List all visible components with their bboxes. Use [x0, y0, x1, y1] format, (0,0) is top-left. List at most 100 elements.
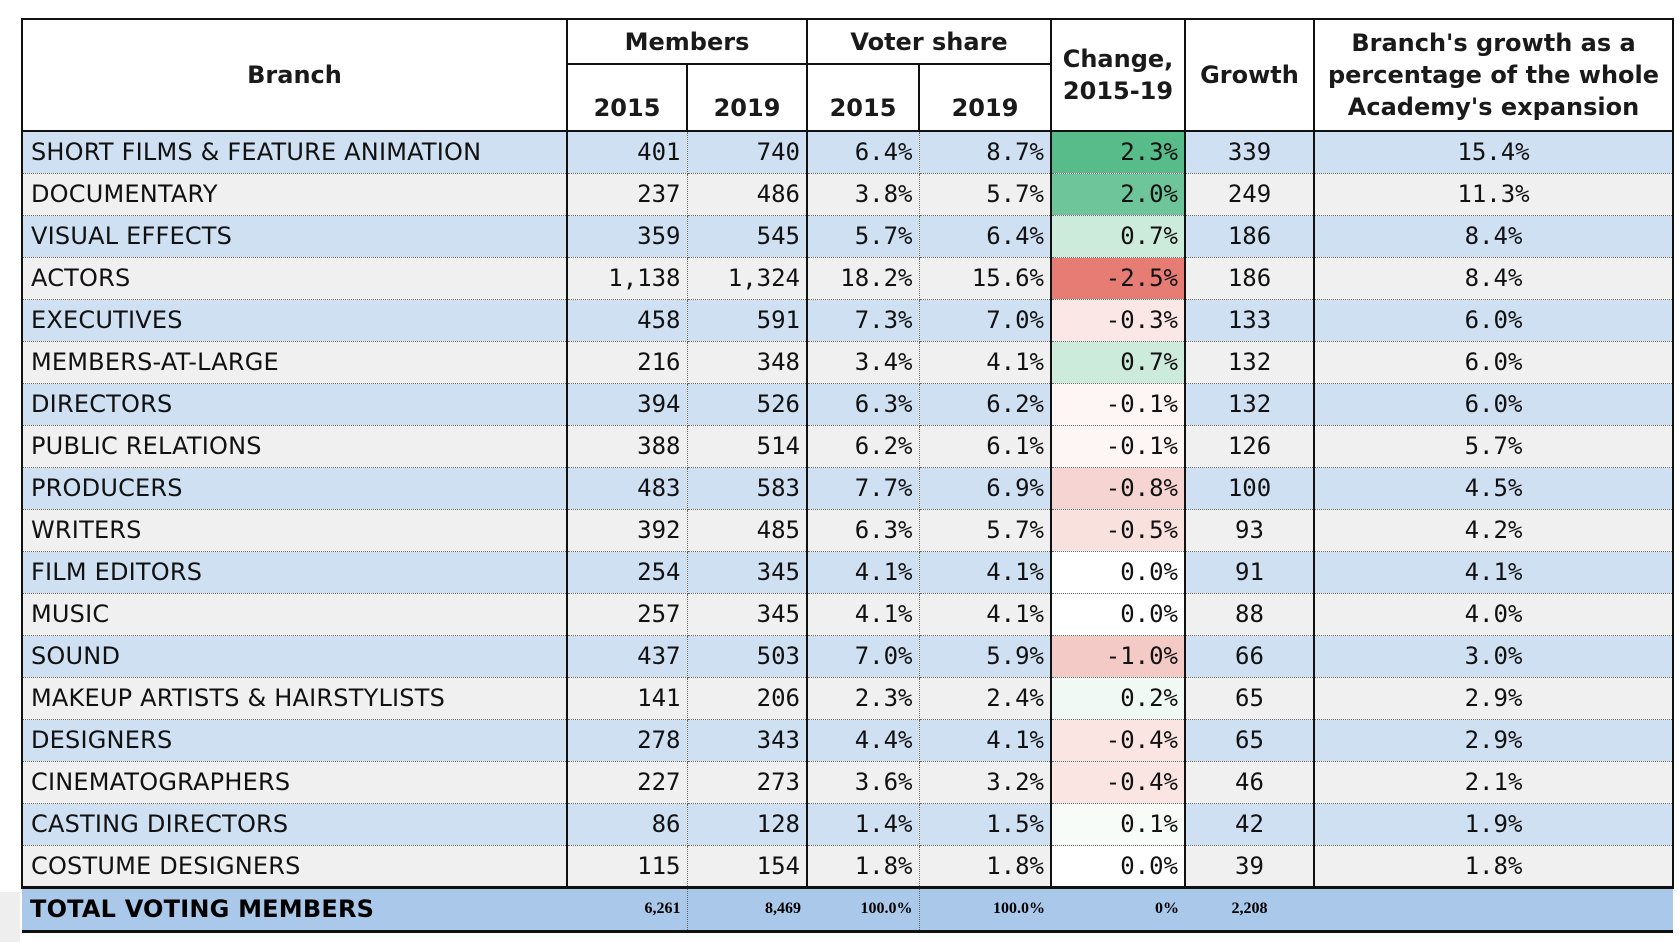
branch-cell: COSTUME DESIGNERS — [21, 845, 568, 888]
change-cell: -0.1% — [1050, 425, 1186, 468]
pct-cell: 5.7% — [1313, 425, 1674, 468]
total-members-2019: 8,469 — [686, 885, 807, 933]
members-2019-cell: 503 — [686, 635, 808, 678]
table-row: FILM EDITORS 254 345 4.1% 4.1% 0.0% 91 4.1% — [21, 551, 1674, 594]
voter-2019-cell: 1.5% — [918, 803, 1052, 846]
pct-cell: 15.4% — [1313, 131, 1674, 174]
table-row: ACTORS 1,138 1,324 18.2% 15.6% -2.5% 186 8.4% — [21, 257, 1674, 300]
header-voter-2019: 2019 — [918, 63, 1052, 132]
growth-cell: 65 — [1184, 719, 1315, 762]
growth-cell: 132 — [1184, 383, 1315, 426]
change-cell: 0.0% — [1050, 551, 1186, 594]
growth-cell: 186 — [1184, 257, 1315, 300]
voter-2015-cell: 1.8% — [806, 845, 920, 888]
header-members-2015: 2015 — [566, 63, 688, 132]
table-row: MUSIC 257 345 4.1% 4.1% 0.0% 88 4.0% — [21, 593, 1674, 636]
change-cell: -0.4% — [1050, 761, 1186, 804]
branch-cell: MEMBERS-AT-LARGE — [21, 341, 568, 384]
pct-cell: 2.1% — [1313, 761, 1674, 804]
pct-cell: 1.8% — [1313, 845, 1674, 888]
voter-2019-cell: 5.9% — [918, 635, 1052, 678]
pct-cell: 8.4% — [1313, 257, 1674, 300]
growth-cell: 133 — [1184, 299, 1315, 342]
table-row: PRODUCERS 483 583 7.7% 6.9% -0.8% 100 4.5% — [21, 467, 1674, 510]
total-change: 0% — [1051, 885, 1185, 933]
growth-cell: 91 — [1184, 551, 1315, 594]
header-members-2019: 2019 — [686, 63, 808, 132]
voter-2019-cell: 6.4% — [918, 215, 1052, 258]
pct-cell: 11.3% — [1313, 173, 1674, 216]
table-row: DOCUMENTARY 237 486 3.8% 5.7% 2.0% 249 11.3% — [21, 173, 1674, 216]
table-row: PUBLIC RELATIONS 388 514 6.2% 6.1% -0.1% 126 5.… — [21, 425, 1674, 468]
header-pct: Branch's growth as a percentage of the w… — [1313, 18, 1674, 132]
header-change: Change, 2015-19 — [1050, 18, 1186, 132]
members-2019-cell: 206 — [686, 677, 808, 720]
members-2019-cell: 526 — [686, 383, 808, 426]
pct-cell: 3.0% — [1313, 635, 1674, 678]
members-2019-cell: 345 — [686, 551, 808, 594]
members-2015-cell: 437 — [566, 635, 688, 678]
pct-cell: 2.9% — [1313, 677, 1674, 720]
branch-cell: MAKEUP ARTISTS & HAIRSTYLISTS — [21, 677, 568, 720]
voter-2019-cell: 6.2% — [918, 383, 1052, 426]
branch-cell: VISUAL EFFECTS — [21, 215, 568, 258]
members-2019-cell: 128 — [686, 803, 808, 846]
members-2019-cell: 486 — [686, 173, 808, 216]
growth-cell: 186 — [1184, 215, 1315, 258]
branch-cell: WRITERS — [21, 509, 568, 552]
pct-cell: 4.5% — [1313, 467, 1674, 510]
members-2015-cell: 115 — [566, 845, 688, 888]
total-row: TOTAL VOTING MEMBERS 6,261 8,469 100.0% … — [22, 885, 1673, 933]
change-cell: -2.5% — [1050, 257, 1186, 300]
total-voter-2019: 100.0% — [918, 885, 1051, 933]
members-2015-cell: 237 — [566, 173, 688, 216]
members-2019-cell: 583 — [686, 467, 808, 510]
change-cell: -0.4% — [1050, 719, 1186, 762]
pct-cell: 2.9% — [1313, 719, 1674, 762]
table-row: CINEMATOGRAPHERS 227 273 3.6% 3.2% -0.4% 46 2.1… — [21, 761, 1674, 804]
pct-cell: 6.0% — [1313, 299, 1674, 342]
branch-cell: SHORT FILMS & FEATURE ANIMATION — [21, 131, 568, 174]
voter-2015-cell: 2.3% — [806, 677, 920, 720]
voter-2019-cell: 3.2% — [918, 761, 1052, 804]
growth-cell: 100 — [1184, 467, 1315, 510]
voter-2019-cell: 5.7% — [918, 173, 1052, 216]
change-cell: 0.7% — [1050, 341, 1186, 384]
voter-2015-cell: 1.4% — [806, 803, 920, 846]
table-row: MEMBERS-AT-LARGE 216 348 3.4% 4.1% 0.7% 132 6.0… — [21, 341, 1674, 384]
table-row: EXECUTIVES 458 591 7.3% 7.0% -0.3% 133 6.0% — [21, 299, 1674, 342]
members-2015-cell: 257 — [566, 593, 688, 636]
branch-cell: PUBLIC RELATIONS — [21, 425, 568, 468]
voter-2019-cell: 2.4% — [918, 677, 1052, 720]
branch-cell: EXECUTIVES — [21, 299, 568, 342]
voter-2019-cell: 4.1% — [918, 593, 1052, 636]
change-cell: 0.0% — [1050, 845, 1186, 888]
growth-cell: 126 — [1184, 425, 1315, 468]
branch-cell: MUSIC — [21, 593, 568, 636]
pct-cell: 6.0% — [1313, 383, 1674, 426]
header-members: Members — [566, 18, 808, 65]
voter-2015-cell: 3.4% — [806, 341, 920, 384]
growth-cell: 42 — [1184, 803, 1315, 846]
total-pct — [1314, 885, 1673, 933]
members-2019-cell: 154 — [686, 845, 808, 888]
growth-cell: 132 — [1184, 341, 1315, 384]
change-cell: 0.7% — [1050, 215, 1186, 258]
voter-2019-cell: 4.1% — [918, 719, 1052, 762]
voter-2019-cell: 6.9% — [918, 467, 1052, 510]
pct-cell: 4.2% — [1313, 509, 1674, 552]
members-2019-cell: 273 — [686, 761, 808, 804]
members-2015-cell: 254 — [566, 551, 688, 594]
growth-cell: 339 — [1184, 131, 1315, 174]
table-row: DIRECTORS 394 526 6.3% 6.2% -0.1% 132 6.0% — [21, 383, 1674, 426]
growth-cell: 88 — [1184, 593, 1315, 636]
table-body: SHORT FILMS & FEATURE ANIMATION 401 740 6.4… — [21, 131, 1674, 888]
members-2019-cell: 348 — [686, 341, 808, 384]
growth-cell: 93 — [1184, 509, 1315, 552]
members-2019-cell: 545 — [686, 215, 808, 258]
change-cell: -0.1% — [1050, 383, 1186, 426]
voter-2015-cell: 6.2% — [806, 425, 920, 468]
voter-2019-cell: 7.0% — [918, 299, 1052, 342]
voter-2019-cell: 4.1% — [918, 341, 1052, 384]
members-2015-cell: 141 — [566, 677, 688, 720]
